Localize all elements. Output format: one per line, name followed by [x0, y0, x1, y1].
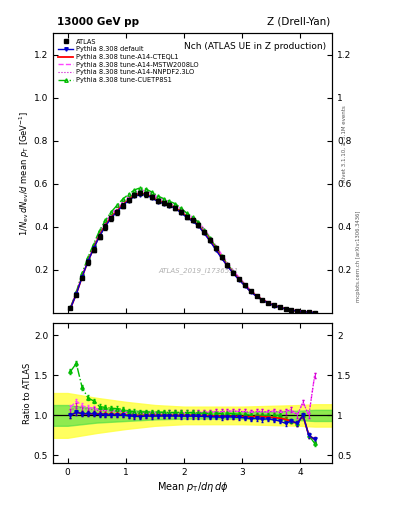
Text: Nch (ATLAS UE in Z production): Nch (ATLAS UE in Z production)	[184, 41, 327, 51]
Text: ATLAS_2019_I1736531: ATLAS_2019_I1736531	[158, 268, 238, 274]
Text: 13000 GeV pp: 13000 GeV pp	[57, 16, 139, 27]
Legend: ATLAS, Pythia 8.308 default, Pythia 8.308 tune-A14-CTEQL1, Pythia 8.308 tune-A14: ATLAS, Pythia 8.308 default, Pythia 8.30…	[56, 37, 200, 85]
Y-axis label: Ratio to ATLAS: Ratio to ATLAS	[24, 363, 33, 424]
Y-axis label: $1/N_\mathrm{ev}\,dN_\mathrm{ev}/d$ mean $p_\mathrm{T}$ [GeV$^{-1}$]: $1/N_\mathrm{ev}\,dN_\mathrm{ev}/d$ mean…	[18, 111, 33, 236]
Text: mcplots.cern.ch [arXiv:1306.3436]: mcplots.cern.ch [arXiv:1306.3436]	[356, 210, 361, 302]
X-axis label: Mean $p_\mathrm{T}/d\eta\,d\phi$: Mean $p_\mathrm{T}/d\eta\,d\phi$	[157, 480, 228, 494]
Text: Z (Drell-Yan): Z (Drell-Yan)	[267, 16, 330, 27]
Text: Rivet 3.1.10, ≥ 3.1M events: Rivet 3.1.10, ≥ 3.1M events	[342, 105, 347, 182]
